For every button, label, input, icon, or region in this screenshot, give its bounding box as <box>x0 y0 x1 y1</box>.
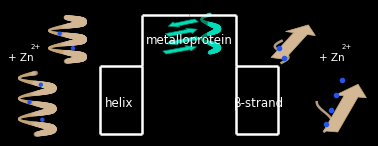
FancyArrow shape <box>163 46 197 54</box>
Point <box>323 123 329 125</box>
Point <box>280 57 287 60</box>
Point <box>39 119 45 121</box>
Point <box>328 108 334 111</box>
Point <box>276 47 282 49</box>
FancyArrow shape <box>324 84 366 132</box>
Text: + Zn: + Zn <box>319 53 345 63</box>
Text: helix: helix <box>105 97 133 110</box>
Text: β-strand: β-strand <box>234 97 284 110</box>
FancyArrow shape <box>168 19 198 27</box>
Text: 2+: 2+ <box>30 44 40 50</box>
Point <box>339 79 345 81</box>
FancyArrow shape <box>271 25 315 59</box>
FancyArrow shape <box>166 36 200 45</box>
Text: 2+: 2+ <box>341 44 352 50</box>
Point <box>333 94 339 96</box>
Point <box>26 101 33 103</box>
Text: + Zn: + Zn <box>8 53 34 63</box>
Point <box>70 47 76 49</box>
Point <box>38 84 44 86</box>
FancyArrow shape <box>165 28 197 36</box>
Point <box>57 32 63 35</box>
Text: metalloprotein: metalloprotein <box>146 34 232 47</box>
